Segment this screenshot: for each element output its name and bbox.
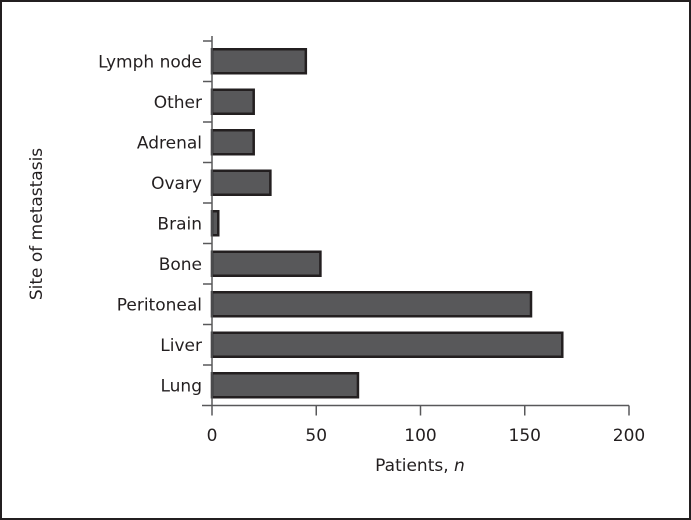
bar-ovary [210,169,272,196]
x-tick-label: 200 [613,426,645,446]
bar-brain [210,210,220,237]
y-tick-label: Bone [159,255,202,275]
bar-liver [210,331,564,358]
bar-lung [210,372,360,399]
y-axis-title: Site of metastasis [27,148,47,300]
y-tick-label: Brain [157,214,202,234]
y-tick-label: Lung [160,376,202,396]
bar-bone [210,250,322,277]
y-tick-label: Adrenal [137,133,202,153]
y-tick-label: Ovary [151,174,202,194]
x-tick-label: 100 [404,426,436,446]
x-axis-title: Patients, n [375,456,465,476]
bar-lymph-node [210,48,308,75]
bar-peritoneal [210,291,533,318]
x-tick-label: 0 [207,426,218,446]
y-tick-label: Other [154,93,202,113]
y-tick-label: Peritoneal [117,295,202,315]
bar-adrenal [210,129,255,156]
y-tick-label: Liver [160,336,202,356]
bar-other [210,88,255,115]
x-tick-label: 150 [509,426,541,446]
x-tick-label: 50 [305,426,327,446]
y-tick-label: Lymph node [98,52,202,72]
